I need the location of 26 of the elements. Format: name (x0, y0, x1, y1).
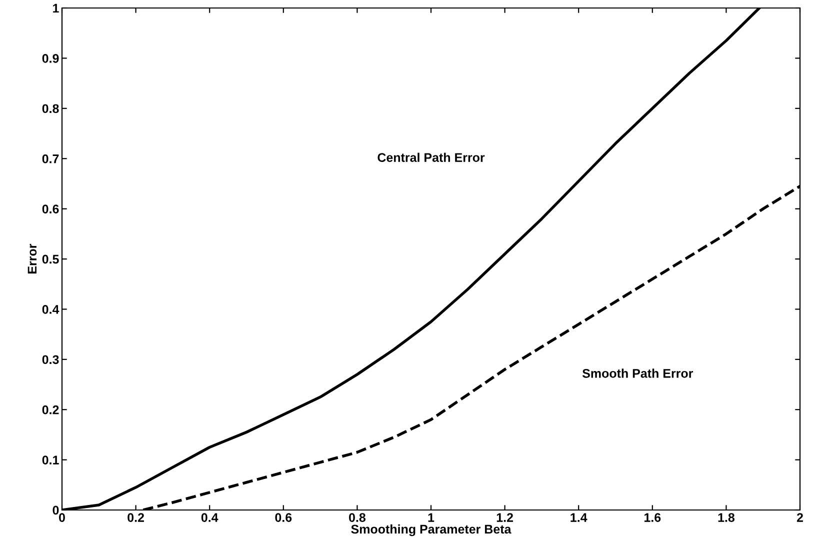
y-tick-label: 0.1 (42, 456, 59, 464)
x-tick-label: 2 (796, 513, 803, 522)
x-tick-label: 0.4 (201, 513, 218, 522)
x-tick-label: 0.2 (128, 513, 144, 522)
y-tick-label: 0 (52, 506, 59, 515)
x-axis-title: Smoothing Parameter Beta (351, 524, 512, 536)
y-tick-label: 0.4 (42, 305, 60, 314)
annotation: Central Path Error (378, 152, 485, 162)
y-tick-label: 0.8 (42, 104, 59, 114)
x-tick-label: 0.6 (275, 513, 292, 522)
x-tick-label: 1.4 (570, 513, 588, 522)
y-tick-label: 0.3 (42, 355, 59, 364)
x-tick-label: 1.6 (644, 513, 661, 522)
x-tick-label: 1 (428, 513, 434, 522)
x-tick-label: 1.8 (718, 513, 735, 522)
y-tick-label: 0.9 (42, 54, 59, 63)
annotation: Smooth Path Error (582, 368, 694, 378)
y-tick-label: 1 (53, 4, 59, 13)
x-tick-label: 0 (59, 513, 65, 522)
y-tick-label: 0.2 (42, 405, 59, 414)
y-axis-title: Error (28, 244, 37, 274)
x-tick-label: 0.8 (349, 513, 366, 522)
y-tick-label: 0.5 (42, 254, 59, 264)
y-tick-label: 0.7 (42, 154, 59, 164)
y-tick-label: 0.6 (42, 204, 59, 214)
x-tick-label: 1.2 (496, 513, 513, 522)
